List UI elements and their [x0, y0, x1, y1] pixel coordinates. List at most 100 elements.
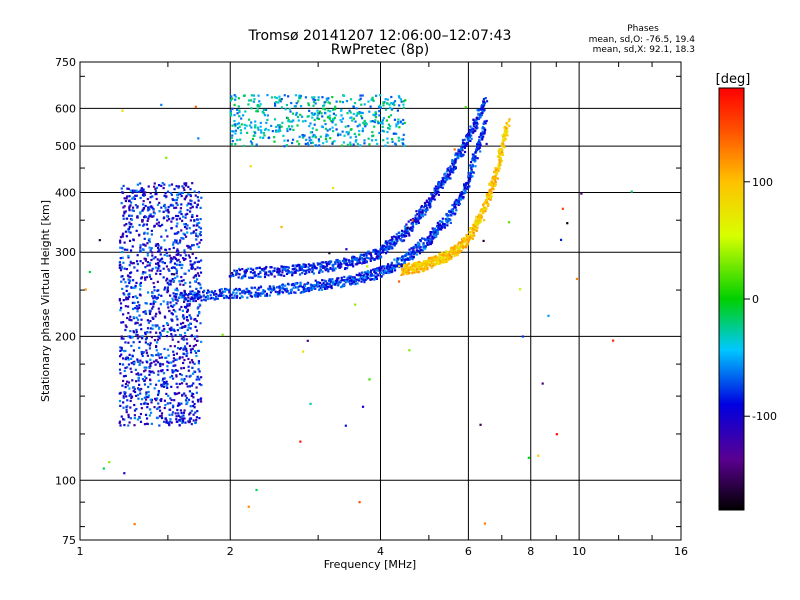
data-point	[425, 262, 428, 265]
data-point	[183, 251, 186, 254]
data-point	[438, 262, 441, 265]
data-point	[198, 378, 201, 381]
data-point	[169, 420, 172, 423]
x-axis-label: Frequency [MHz]	[324, 558, 416, 571]
data-point	[409, 265, 412, 268]
data-point	[501, 153, 504, 156]
data-point	[384, 270, 387, 273]
data-point	[438, 257, 442, 260]
data-point	[171, 338, 174, 341]
data-point	[377, 257, 380, 260]
data-point	[163, 253, 166, 257]
data-point	[437, 190, 440, 193]
data-point	[273, 118, 277, 121]
data-point	[157, 354, 160, 357]
data-point	[430, 196, 433, 199]
data-point	[441, 259, 444, 262]
data-point	[153, 185, 156, 188]
data-point	[472, 231, 475, 235]
data-point	[379, 94, 382, 97]
data-point	[291, 112, 295, 115]
data-point	[469, 174, 472, 177]
data-point	[123, 267, 126, 270]
data-point	[306, 269, 309, 272]
data-point	[437, 256, 440, 259]
data-point	[323, 287, 327, 291]
data-point	[122, 375, 126, 378]
data-point	[186, 224, 189, 227]
data-point	[192, 345, 195, 348]
data-point	[146, 402, 149, 406]
data-point	[166, 214, 169, 218]
data-point	[396, 260, 399, 263]
data-point	[149, 342, 152, 345]
data-point	[184, 257, 187, 261]
data-point	[235, 296, 238, 299]
data-point	[462, 145, 465, 148]
data-point	[194, 105, 197, 108]
data-point	[120, 346, 123, 350]
data-point	[301, 265, 305, 268]
data-point	[140, 407, 143, 410]
data-point	[150, 233, 153, 236]
data-point	[180, 229, 183, 232]
data-point	[183, 249, 186, 252]
data-point	[418, 265, 421, 269]
data-point	[348, 260, 351, 263]
data-point	[160, 294, 163, 297]
data-point	[186, 352, 189, 355]
data-point	[143, 423, 147, 426]
data-point	[406, 257, 409, 261]
data-point	[193, 406, 196, 409]
data-point	[147, 217, 150, 220]
data-point	[157, 248, 160, 251]
data-point	[263, 290, 267, 293]
data-point	[355, 273, 358, 277]
data-point	[498, 160, 501, 164]
data-point	[449, 221, 452, 224]
data-point	[504, 127, 508, 130]
data-point	[230, 293, 233, 296]
data-point	[480, 136, 483, 139]
data-point	[370, 256, 373, 260]
data-point	[368, 143, 371, 146]
data-point	[136, 206, 139, 209]
data-point	[198, 370, 201, 373]
data-point	[367, 273, 370, 276]
data-point	[124, 374, 127, 378]
data-point	[343, 134, 346, 137]
data-point	[471, 127, 474, 130]
data-point	[317, 281, 320, 284]
data-point	[322, 283, 325, 286]
data-point	[139, 359, 142, 362]
data-point	[355, 278, 358, 281]
data-point	[254, 274, 258, 277]
data-point	[136, 205, 139, 208]
data-point	[301, 136, 304, 139]
data-point	[483, 131, 486, 134]
data-point	[119, 236, 123, 239]
data-point	[145, 302, 149, 305]
data-point	[126, 316, 129, 320]
data-point	[194, 318, 197, 321]
data-point	[507, 221, 511, 224]
data-point	[358, 501, 361, 504]
data-point	[464, 106, 467, 109]
data-point	[141, 361, 144, 364]
data-point	[503, 129, 507, 132]
data-point	[140, 277, 143, 280]
data-point	[405, 272, 408, 276]
data-point	[358, 272, 361, 275]
data-point	[382, 270, 385, 274]
data-point	[136, 307, 140, 310]
data-point	[504, 138, 507, 141]
data-point	[128, 195, 131, 198]
data-point	[165, 419, 168, 422]
data-point	[275, 101, 278, 104]
data-point	[193, 370, 196, 373]
data-point	[405, 266, 408, 270]
data-point	[121, 287, 124, 291]
data-point	[189, 411, 192, 414]
data-point	[181, 421, 184, 424]
